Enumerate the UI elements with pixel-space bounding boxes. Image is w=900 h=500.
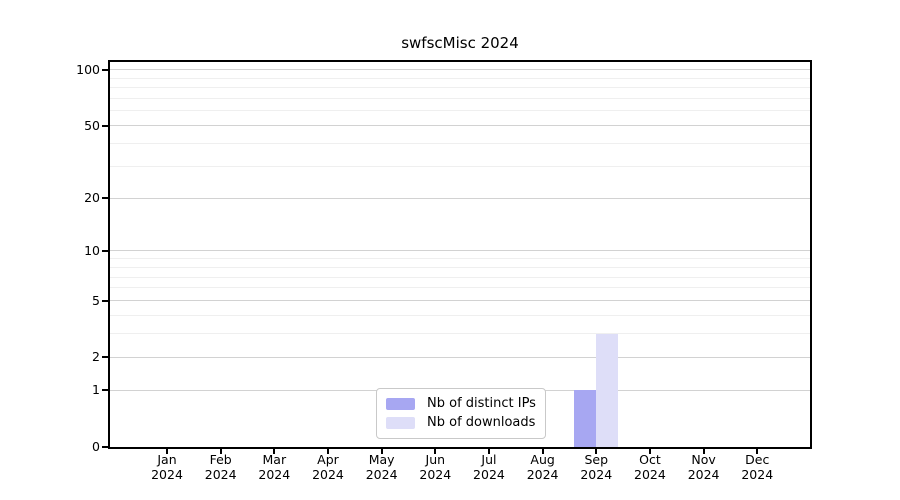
x-tick-label-nov: Nov 2024 bbox=[674, 452, 734, 482]
y-tick-label-20: 20 bbox=[84, 190, 100, 206]
y-tick-5 bbox=[102, 299, 108, 302]
x-label-month: Jan bbox=[157, 452, 177, 467]
y-tick-label-10: 10 bbox=[84, 242, 100, 258]
x-label-month: Aug bbox=[530, 452, 555, 467]
gridline-80 bbox=[110, 87, 810, 89]
x-label-year: 2024 bbox=[258, 467, 291, 482]
gridline-90 bbox=[110, 77, 810, 79]
x-tick-label-dec: Dec 2024 bbox=[727, 452, 787, 482]
x-label-month: Dec bbox=[745, 452, 770, 467]
x-tick-dec bbox=[756, 449, 759, 454]
x-label-year: 2024 bbox=[634, 467, 666, 482]
x-tick-jul bbox=[487, 449, 490, 454]
legend-item-distinct-ips: Nb of distinct IPs bbox=[386, 394, 536, 413]
legend-label-distinct-ips: Nb of distinct IPs bbox=[427, 396, 536, 411]
gridline-30 bbox=[110, 165, 810, 167]
gridline-100 bbox=[110, 69, 810, 71]
x-label-year: 2024 bbox=[473, 467, 505, 482]
gridline-10 bbox=[110, 250, 810, 252]
x-label-month: Sep bbox=[584, 452, 609, 467]
gridline-60 bbox=[110, 110, 810, 112]
x-label-month: May bbox=[368, 452, 395, 467]
x-tick-jun bbox=[434, 449, 437, 454]
legend-swatch-downloads bbox=[386, 416, 415, 429]
gridline-5 bbox=[110, 300, 810, 302]
gridline-9 bbox=[110, 258, 810, 260]
x-tick-may bbox=[380, 449, 383, 454]
x-label-year: 2024 bbox=[365, 467, 398, 482]
x-tick-mar bbox=[273, 449, 276, 454]
x-label-month: Nov bbox=[691, 452, 716, 467]
y-tick-label-5: 5 bbox=[92, 292, 100, 308]
x-tick-label-may: May 2024 bbox=[352, 452, 412, 482]
gridline-50 bbox=[110, 125, 810, 127]
x-tick-oct bbox=[648, 449, 651, 454]
x-tick-sep bbox=[595, 449, 598, 454]
x-tick-label-aug: Aug 2024 bbox=[513, 452, 573, 482]
x-tick-label-oct: Oct 2024 bbox=[620, 452, 680, 482]
x-tick-label-mar: Mar 2024 bbox=[244, 452, 304, 482]
x-tick-label-jun: Jun 2024 bbox=[405, 452, 465, 482]
x-tick-label-feb: Feb 2024 bbox=[191, 452, 251, 482]
x-label-year: 2024 bbox=[741, 467, 774, 482]
gridline-6 bbox=[110, 287, 810, 289]
x-label-year: 2024 bbox=[580, 467, 613, 482]
x-tick-feb bbox=[219, 449, 222, 454]
bar-sep-nb-of-distinct-ips bbox=[574, 390, 597, 447]
gridline-2 bbox=[110, 356, 810, 358]
x-label-month: Jul bbox=[481, 452, 497, 467]
chart-title: swfscMisc 2024 bbox=[401, 34, 519, 52]
legend-label-downloads: Nb of downloads bbox=[427, 415, 536, 430]
y-tick-0 bbox=[102, 446, 108, 448]
x-label-month: Apr bbox=[317, 452, 339, 467]
plot-area: Nb of distinct IPs Nb of downloads bbox=[108, 60, 812, 449]
x-label-year: 2024 bbox=[312, 467, 344, 482]
y-tick-1 bbox=[102, 389, 108, 392]
x-tick-apr bbox=[326, 449, 329, 454]
gridline-20 bbox=[110, 197, 810, 199]
x-label-year: 2024 bbox=[419, 467, 452, 482]
legend: Nb of distinct IPs Nb of downloads bbox=[376, 388, 546, 439]
gridline-3 bbox=[110, 333, 810, 335]
x-label-year: 2024 bbox=[687, 467, 720, 482]
y-tick-label-0: 0 bbox=[92, 439, 100, 454]
x-tick-aug bbox=[541, 449, 544, 454]
y-tick-label-2: 2 bbox=[92, 349, 100, 365]
gridline-40 bbox=[110, 142, 810, 144]
x-tick-label-sep: Sep 2024 bbox=[566, 452, 626, 482]
x-label-month: Jun bbox=[425, 452, 446, 467]
x-label-year: 2024 bbox=[151, 467, 183, 482]
y-tick-label-1: 1 bbox=[92, 382, 100, 398]
y-tick-label-50: 50 bbox=[84, 117, 100, 133]
y-tick-50 bbox=[102, 124, 108, 127]
x-tick-label-jul: Jul 2024 bbox=[459, 452, 519, 482]
legend-item-downloads: Nb of downloads bbox=[386, 413, 536, 432]
gridline-8 bbox=[110, 266, 810, 268]
y-tick-10 bbox=[102, 249, 108, 252]
y-tick-label-100: 100 bbox=[76, 61, 100, 77]
x-tick-jan bbox=[166, 449, 168, 454]
x-tick-label-jan: Jan 2024 bbox=[137, 452, 197, 482]
y-tick-100 bbox=[102, 68, 108, 71]
x-tick-label-apr: Apr 2024 bbox=[298, 452, 358, 482]
legend-swatch-distinct-ips bbox=[386, 397, 415, 410]
y-tick-20 bbox=[102, 197, 108, 200]
bar-sep-nb-of-downloads bbox=[596, 333, 619, 447]
x-label-year: 2024 bbox=[204, 467, 237, 482]
x-tick-nov bbox=[702, 449, 705, 454]
x-label-month: Mar bbox=[262, 452, 287, 467]
gridline-70 bbox=[110, 98, 810, 100]
gridline-4 bbox=[110, 314, 810, 316]
y-tick-2 bbox=[102, 356, 108, 359]
x-label-month: Feb bbox=[209, 452, 232, 467]
x-label-month: Oct bbox=[639, 452, 661, 467]
x-label-year: 2024 bbox=[526, 467, 559, 482]
gridline-7 bbox=[110, 276, 810, 278]
